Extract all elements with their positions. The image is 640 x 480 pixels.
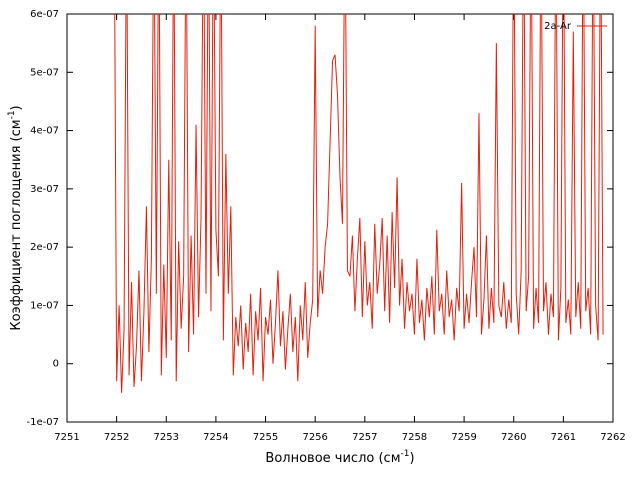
plot-area bbox=[114, 14, 604, 393]
data-line bbox=[114, 14, 604, 393]
y-tick-label: 4e-07 bbox=[30, 126, 59, 137]
x-tick-label: 7256 bbox=[302, 432, 327, 443]
x-tick-label: 7257 bbox=[352, 432, 377, 443]
x-tick-label: 7261 bbox=[551, 432, 576, 443]
legend-label: 2a-Ar bbox=[544, 21, 572, 32]
y-tick-label: 1e-07 bbox=[30, 300, 59, 311]
x-tick-label: 7254 bbox=[203, 432, 228, 443]
y-tick-label: -1e-07 bbox=[27, 417, 59, 428]
x-tick-label: 7260 bbox=[501, 432, 526, 443]
y-axis-label: Коэффициент поглощения (см-1) bbox=[7, 105, 24, 330]
y-tick-label: 2e-07 bbox=[30, 242, 59, 253]
x-tick-label: 7252 bbox=[104, 432, 129, 443]
x-tick-label: 7259 bbox=[451, 432, 476, 443]
x-tick-label: 7255 bbox=[253, 432, 278, 443]
x-tick-label: 7253 bbox=[154, 432, 179, 443]
ticks: -1e-07 0 1e-07 2e-07 3e-07 4e-07 5e-07 6e-07 725… bbox=[27, 9, 626, 443]
x-tick-label: 7258 bbox=[402, 432, 427, 443]
x-tick-label: 7251 bbox=[54, 432, 79, 443]
x-tick-label: 7262 bbox=[600, 432, 625, 443]
x-axis-label: Волновое число (см-1) bbox=[265, 449, 414, 466]
legend: 2a-Ar bbox=[544, 21, 607, 32]
y-tick-label: 5e-07 bbox=[30, 67, 59, 78]
y-tick-label: 3e-07 bbox=[30, 184, 59, 195]
y-tick-label: 0 bbox=[53, 359, 59, 370]
plot-frame bbox=[66, 13, 614, 423]
y-tick-label: 6e-07 bbox=[30, 9, 59, 20]
